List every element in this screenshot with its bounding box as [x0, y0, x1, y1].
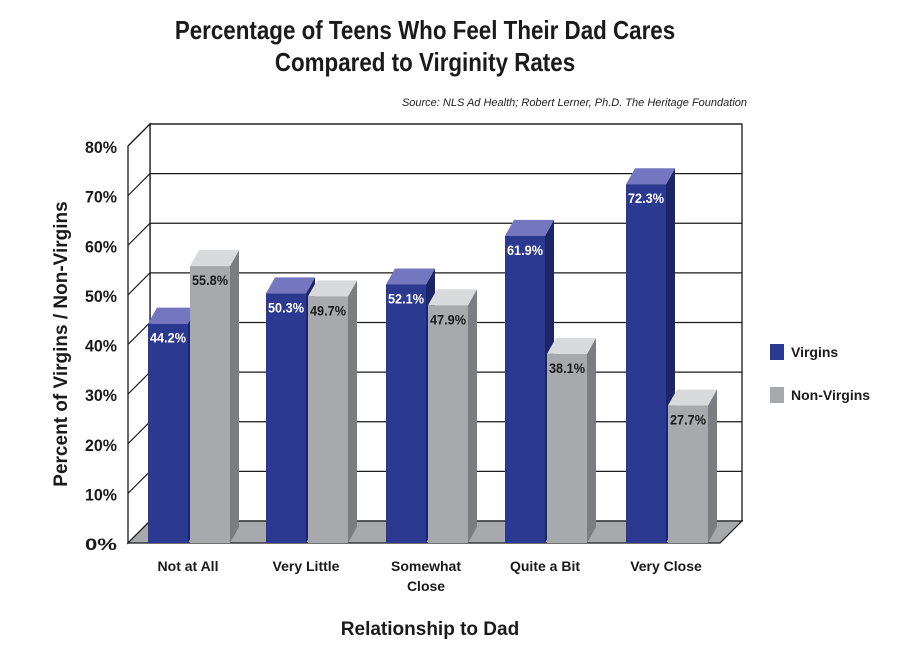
y-tick-label: 50% — [85, 287, 117, 306]
bar-top — [148, 307, 197, 324]
bar-non-virgins — [308, 296, 348, 543]
y-tick-label: 70% — [85, 188, 117, 207]
legend-swatch-virgins — [770, 344, 784, 360]
x-tick-label: Somewhat — [391, 558, 461, 574]
bar-virgins — [386, 284, 426, 543]
x-tick-label: Close — [407, 578, 445, 594]
bar-side — [587, 337, 596, 543]
chart-title-line-2: Compared to Virginity Rates — [274, 47, 576, 77]
y-tick-label: 0% — [85, 535, 117, 554]
bar-side — [708, 389, 717, 543]
bar-virgins — [148, 323, 188, 543]
data-label: 47.9% — [430, 311, 466, 327]
bar-virgins — [505, 235, 545, 544]
bar-top — [668, 389, 717, 406]
y-axis-title: Percent of Virgins / Non-Virgins — [51, 201, 72, 486]
data-label: 50.3% — [268, 299, 304, 315]
y-tick-label: 20% — [85, 436, 117, 455]
data-label: 38.1% — [549, 360, 585, 376]
bar-top — [190, 250, 239, 267]
bar-non-virgins — [428, 305, 468, 543]
bar-virgins — [626, 184, 666, 543]
legend-label: Non-Virgins — [791, 387, 870, 403]
bar-non-virgins — [547, 353, 587, 543]
bar-top — [386, 268, 435, 285]
chart-title: Percentage of Teens Who Feel Their Dad C… — [60, 14, 791, 78]
data-label: 61.9% — [507, 242, 543, 258]
data-label: 27.7% — [670, 412, 706, 428]
legend-swatch-non-virgins — [770, 387, 784, 403]
bar-side — [348, 280, 357, 543]
bar-top — [547, 337, 596, 354]
x-tick-label: Very Close — [630, 558, 702, 574]
legend-label: Virgins — [791, 344, 838, 360]
bar-side — [468, 289, 477, 543]
data-label: 44.2% — [150, 330, 186, 346]
chart-title-line-1: Percentage of Teens Who Feel Their Dad C… — [174, 15, 676, 45]
y-tick-label: 40% — [85, 337, 117, 356]
data-label: 52.1% — [388, 290, 424, 306]
bar-non-virgins — [190, 266, 230, 543]
x-tick-label: Very Little — [273, 558, 340, 574]
y-tick-label: 30% — [85, 386, 117, 405]
bar-non-virgins — [668, 405, 708, 543]
y-tick-label: 60% — [85, 237, 117, 256]
y-tick-label: 80% — [85, 138, 117, 157]
x-axis-title: Relationship to Dad — [341, 619, 519, 640]
bar-top — [266, 277, 315, 294]
gridline — [127, 123, 742, 147]
data-label: 55.8% — [192, 272, 228, 288]
data-label: 72.3% — [628, 190, 664, 206]
bar-virgins — [266, 293, 306, 543]
y-tick-label: 10% — [85, 485, 117, 504]
bar-top — [626, 168, 675, 185]
bar-top — [505, 219, 554, 236]
bar-side — [230, 250, 239, 543]
x-tick-label: Quite a Bit — [510, 558, 580, 574]
chart-source: Source: NLS Ad Health; Robert Lerner, Ph… — [401, 97, 747, 109]
gridline — [127, 173, 742, 197]
x-tick-label: Not at All — [158, 558, 219, 574]
bar-top — [428, 289, 477, 306]
data-label: 49.7% — [310, 302, 346, 318]
bar-top — [308, 280, 357, 297]
